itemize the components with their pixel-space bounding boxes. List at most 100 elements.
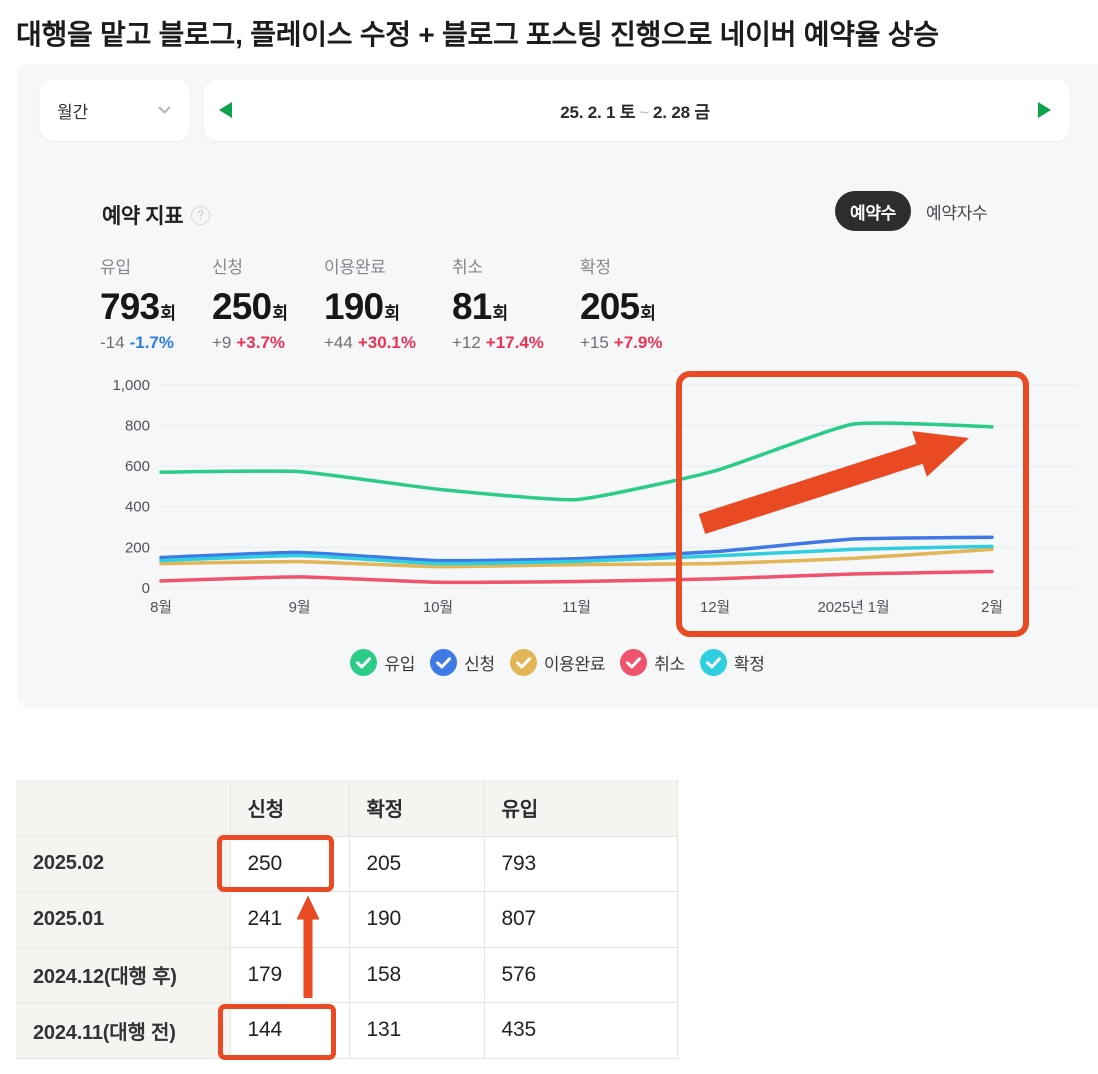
period-select[interactable]: 월간 <box>40 79 190 141</box>
date-range-start: 25. 2. 1 토 <box>560 102 636 122</box>
stat-value: 793 <box>100 286 160 327</box>
legend-label: 취소 <box>654 655 685 674</box>
x-tick-label: 9월 <box>289 599 311 616</box>
stat-value: 250 <box>211 286 272 327</box>
stat-label: 확정 <box>579 258 611 277</box>
help-icon[interactable]: ? <box>191 205 211 225</box>
series-line-확정 <box>159 544 994 566</box>
x-tick-label: 2025년 1월 <box>818 599 890 616</box>
booking-stats-panel: 월간 25. 2. 1 토 ~2. 28 금 예약 지표 ? 예약수 예약자수 유… <box>17 64 1098 707</box>
x-tick-label: 8월 <box>150 599 172 616</box>
legend-item-requests[interactable]: 신청 <box>430 649 495 676</box>
x-tick-label: 10월 <box>423 599 453 616</box>
legend-label: 확정 <box>733 655 765 674</box>
check-circle-icon <box>350 649 378 676</box>
stat-label: 유입 <box>100 258 131 277</box>
stat-cancelled: 취소 81회 +12 +17.4% <box>452 257 544 353</box>
period-select-value: 월간 <box>57 102 89 122</box>
legend-item-inflow[interactable]: 유입 <box>350 649 415 676</box>
stat-delta-pct: +17.4% <box>485 333 544 352</box>
cell-inflow: 576 <box>483 946 678 1003</box>
highlight-box-chart <box>676 371 1029 637</box>
x-tick-label: 11월 <box>562 599 591 616</box>
stat-unit: 회 <box>492 304 509 323</box>
stat-delta-pct: +30.1% <box>357 333 416 352</box>
check-circle-icon <box>620 649 648 676</box>
stat-unit: 회 <box>640 304 656 323</box>
stat-unit: 회 <box>384 304 400 323</box>
stat-completed: 이용완료 190회 +44 +30.1% <box>324 257 416 353</box>
date-range-end: 2. 28 금 <box>653 102 710 122</box>
y-tick-label: 400 <box>125 499 150 516</box>
y-tick-label: 600 <box>125 458 150 475</box>
table-header-inflow: 유입 <box>483 780 678 837</box>
cell-inflow: 793 <box>483 835 678 892</box>
row-label: 2024.12(대행 후) <box>16 946 231 1003</box>
stat-value: 190 <box>323 286 384 327</box>
check-circle-icon <box>430 649 458 676</box>
stat-delta-pct: -1.7% <box>129 333 174 352</box>
metric-toggle: 예약수 예약자수 <box>835 191 988 231</box>
cell-requests: 179 <box>229 946 350 1003</box>
prev-period-button[interactable] <box>219 102 232 118</box>
y-tick-label: 1,000 <box>112 377 150 394</box>
stat-label: 신청 <box>211 258 243 277</box>
section-header: 예약 지표 ? <box>102 200 211 230</box>
table-row: 2025.02 250 205 793 <box>16 835 678 892</box>
legend-label: 신청 <box>464 655 495 674</box>
legend-item-confirmed[interactable]: 확정 <box>699 649 765 676</box>
stat-delta: +44 <box>323 333 353 352</box>
stat-delta: -14 <box>100 333 125 352</box>
stat-requests: 신청 250회 +9 +3.7% <box>212 257 288 353</box>
stat-confirmed: 확정 205회 +15 +7.9% <box>580 257 663 353</box>
stat-value: 81 <box>451 286 492 327</box>
table-header-row: 신청 확정 유입 <box>16 780 678 837</box>
stat-label: 취소 <box>451 258 483 277</box>
legend-item-cancelled[interactable]: 취소 <box>620 649 685 676</box>
toggle-reservation-count[interactable]: 예약수 <box>835 191 912 231</box>
table-row: 2024.11(대행 전) 144 131 435 <box>16 1002 678 1059</box>
reservation-trend-chart: 0 200 400 600 800 1,000 8월 9월 10월 11월 12월 2025년 1월 2… <box>112 377 1077 616</box>
monthly-summary-table: 신청 확정 유입 2025.02 250 205 793 2025.01 241… <box>16 780 678 1059</box>
stat-delta: +12 <box>451 333 481 352</box>
cell-confirmed: 131 <box>348 1002 485 1059</box>
stat-inflow: 유입 793회 -14 -1.7% <box>100 257 176 353</box>
cell-confirmed: 190 <box>348 891 485 948</box>
highlight-box-current <box>217 835 334 892</box>
stat-unit: 회 <box>160 304 176 323</box>
stat-unit: 회 <box>272 304 288 323</box>
cell-confirmed: 158 <box>348 946 485 1003</box>
section-title: 예약 지표 <box>102 205 184 228</box>
check-circle-icon <box>699 649 727 676</box>
next-period-button[interactable] <box>1038 102 1051 118</box>
y-tick-label: 0 <box>142 580 150 597</box>
toggle-reservation-people[interactable]: 예약자수 <box>926 203 988 223</box>
legend-label: 유입 <box>384 655 416 674</box>
y-tick-label: 200 <box>125 539 150 556</box>
chevron-down-icon <box>158 106 171 114</box>
table-header-confirmed: 확정 <box>348 780 485 837</box>
legend-label: 이용완료 <box>543 655 606 674</box>
stat-value: 205 <box>579 286 640 327</box>
series-line-이용완료 <box>159 547 994 569</box>
check-circle-icon <box>509 649 537 676</box>
x-tick-label: 2월 <box>981 599 1003 616</box>
chart-legend: 유입 신청 이용완료 취소 확정 <box>17 649 1098 676</box>
table-row: 2025.01 241 190 807 <box>16 891 678 948</box>
series-line-취소 <box>159 569 994 585</box>
cell-requests: 241 <box>229 891 350 948</box>
row-label: 2024.11(대행 전) <box>16 1002 231 1059</box>
page-title: 대행을 맡고 블로그, 플레이스 수정 + 블로그 포스팅 진행으로 네이버 예… <box>16 19 939 50</box>
stats-row: 유입 793회 -14 -1.7% 신청 250회 +9 +3.7% 이용완료 19… <box>100 257 662 353</box>
table-header-empty <box>16 780 231 837</box>
stat-delta-pct: +3.7% <box>236 333 286 352</box>
series-line-유입 <box>159 421 994 502</box>
date-navigator: 25. 2. 1 토 ~2. 28 금 <box>204 79 1070 141</box>
legend-item-completed[interactable]: 이용완료 <box>509 649 606 676</box>
cell-inflow: 435 <box>483 1002 678 1059</box>
x-tick-label: 12월 <box>700 599 730 616</box>
stat-delta: +9 <box>211 333 232 352</box>
row-label: 2025.01 <box>16 891 231 948</box>
cell-inflow: 807 <box>483 891 678 948</box>
